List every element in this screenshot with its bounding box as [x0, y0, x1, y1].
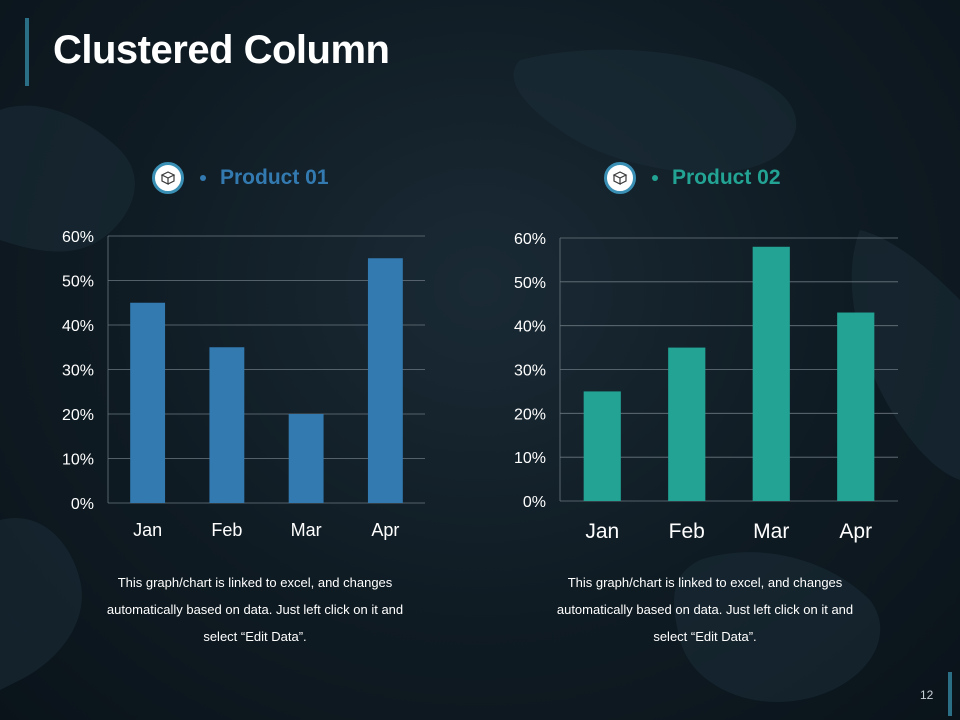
y-tick-label: 50%: [62, 274, 94, 291]
y-tick-label: 60%: [62, 229, 94, 246]
caption-line: This graph/chart is linked to excel, and…: [567, 575, 843, 590]
bar-apr[interactable]: [367, 258, 403, 503]
caption-line: This graph/chart is linked to excel, and…: [117, 575, 393, 590]
y-tick-label: 0%: [523, 494, 546, 511]
y-tick-label: 50%: [514, 275, 546, 292]
box-icon: [152, 162, 184, 194]
x-tick-label: Feb: [211, 520, 242, 540]
series-name-product-02: Product 02: [672, 166, 781, 189]
chart-product-02[interactable]: 0% 10% 20% 30% 40% 50% 60% Jan Feb Mar Apr: [480, 218, 900, 548]
y-tick-label: 10%: [514, 450, 546, 467]
bar-mar[interactable]: [288, 414, 324, 503]
legend-bullet: [200, 175, 206, 181]
y-tick-label: 40%: [62, 318, 94, 335]
y-tick-label: 0%: [71, 496, 94, 513]
page-accent-bar: [948, 672, 952, 716]
caption-line: automatically based on data. Just left c…: [106, 602, 404, 617]
box-icon: [604, 162, 636, 194]
chart-product-01[interactable]: 0% 10% 20% 30% 40% 50% 60% Jan Feb Mar Apr: [30, 218, 450, 548]
x-tick-label: Mar: [291, 520, 322, 540]
chart-caption-1: This graph/chart is linked to excel, and…: [55, 569, 455, 650]
caption-line: automatically based on data. Just left c…: [556, 602, 854, 617]
y-tick-label: 30%: [62, 363, 94, 380]
x-tick-label: Mar: [753, 520, 789, 543]
chart-caption-2: This graph/chart is linked to excel, and…: [505, 569, 905, 650]
legend-bullet: [652, 175, 658, 181]
bar-apr[interactable]: [837, 312, 875, 501]
bar-feb[interactable]: [209, 347, 245, 503]
y-tick-label: 10%: [62, 452, 94, 469]
series-name-product-01: Product 01: [220, 166, 329, 189]
caption-line: select “Edit Data”.: [653, 629, 757, 644]
x-tick-label: Apr: [839, 520, 872, 543]
y-tick-label: 30%: [514, 363, 546, 380]
bar-mar[interactable]: [752, 246, 790, 501]
y-tick-label: 40%: [514, 319, 546, 336]
slide-title: Clustered Column: [53, 28, 390, 72]
x-tick-label: Apr: [371, 520, 399, 540]
title-accent-bar: [25, 18, 29, 86]
page-number: 12: [920, 688, 934, 702]
bar-feb[interactable]: [668, 347, 706, 501]
bar-jan[interactable]: [583, 391, 621, 501]
x-tick-label: Jan: [133, 520, 162, 540]
y-tick-label: 20%: [514, 406, 546, 423]
bar-jan[interactable]: [130, 302, 166, 503]
y-tick-label: 20%: [62, 407, 94, 424]
y-tick-label: 60%: [514, 231, 546, 248]
x-tick-label: Feb: [669, 520, 705, 543]
x-tick-label: Jan: [585, 520, 619, 543]
caption-line: select “Edit Data”.: [203, 629, 307, 644]
